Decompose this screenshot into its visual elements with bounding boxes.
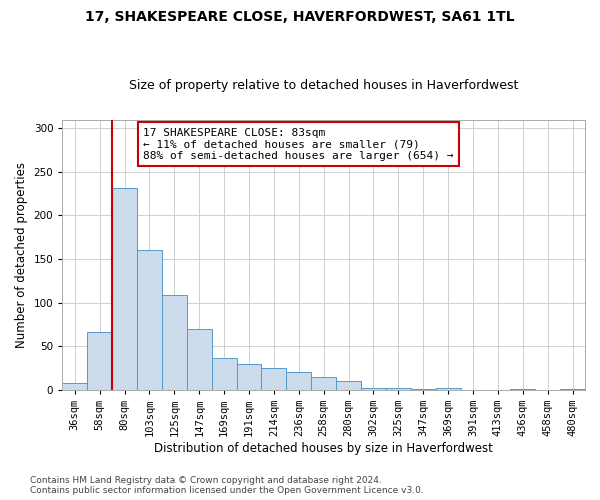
Bar xyxy=(212,358,236,390)
X-axis label: Distribution of detached houses by size in Haverfordwest: Distribution of detached houses by size … xyxy=(154,442,493,455)
Bar xyxy=(286,372,311,390)
Text: 17 SHAKESPEARE CLOSE: 83sqm
← 11% of detached houses are smaller (79)
88% of sem: 17 SHAKESPEARE CLOSE: 83sqm ← 11% of det… xyxy=(143,128,454,161)
Bar xyxy=(336,381,361,390)
Bar xyxy=(511,389,535,390)
Bar xyxy=(386,388,411,390)
Bar xyxy=(236,364,262,390)
Bar xyxy=(137,250,162,390)
Bar xyxy=(162,295,187,390)
Bar xyxy=(311,377,336,390)
Bar xyxy=(560,389,585,390)
Bar xyxy=(262,368,286,390)
Text: 17, SHAKESPEARE CLOSE, HAVERFORDWEST, SA61 1TL: 17, SHAKESPEARE CLOSE, HAVERFORDWEST, SA… xyxy=(85,10,515,24)
Y-axis label: Number of detached properties: Number of detached properties xyxy=(15,162,28,348)
Bar xyxy=(436,388,461,390)
Title: Size of property relative to detached houses in Haverfordwest: Size of property relative to detached ho… xyxy=(129,79,518,92)
Bar xyxy=(62,383,87,390)
Bar xyxy=(187,329,212,390)
Bar xyxy=(361,388,386,390)
Bar xyxy=(87,332,112,390)
Bar xyxy=(411,389,436,390)
Text: Contains HM Land Registry data © Crown copyright and database right 2024.
Contai: Contains HM Land Registry data © Crown c… xyxy=(30,476,424,495)
Bar xyxy=(112,188,137,390)
